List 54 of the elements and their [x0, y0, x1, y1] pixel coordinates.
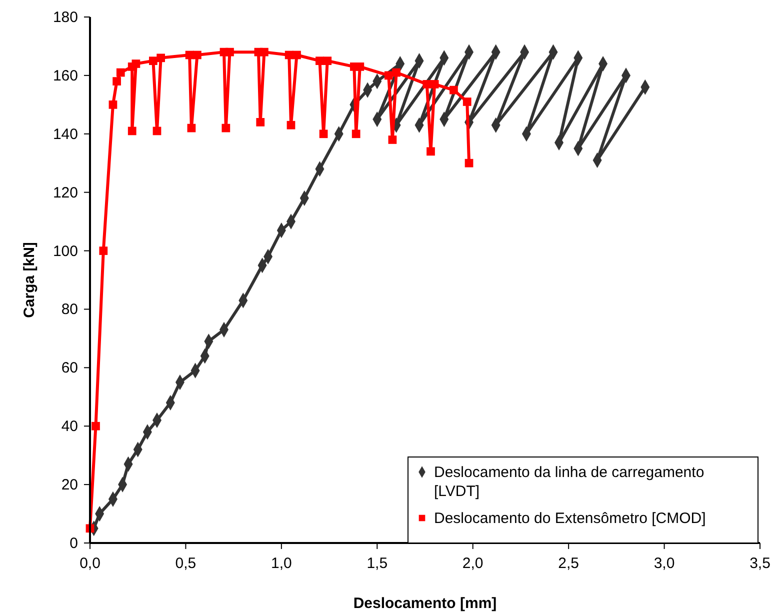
- point: [319, 130, 328, 138]
- point: [99, 246, 108, 255]
- point: [464, 158, 474, 168]
- point: [426, 147, 435, 156]
- y-tick-label: 180: [52, 9, 78, 26]
- point: [352, 130, 360, 138]
- x-tick-label: 1,5: [366, 555, 388, 572]
- point: [256, 118, 265, 126]
- point: [422, 80, 432, 88]
- y-tick-label: 100: [52, 242, 78, 260]
- point: [226, 48, 234, 56]
- y-tick-label: 80: [61, 301, 78, 318]
- point: [286, 120, 296, 130]
- point: [392, 68, 400, 77]
- point: [323, 56, 332, 66]
- point: [132, 60, 140, 68]
- legend-label: Deslocamento do Extensômetro [CMOD]: [434, 510, 706, 527]
- point: [450, 86, 458, 94]
- point: [316, 56, 324, 66]
- point: [116, 68, 125, 77]
- point: [112, 77, 121, 86]
- x-tick-label: 3,5: [750, 555, 770, 572]
- point: [156, 54, 166, 62]
- y-tick-label: 140: [52, 126, 78, 143]
- point: [430, 80, 439, 88]
- y-tick-label: 0: [70, 535, 78, 552]
- point: [152, 126, 162, 136]
- x-tick-label: 0,5: [175, 555, 196, 572]
- y-tick-label: 160: [52, 67, 78, 84]
- x-tick-label: 2,5: [558, 555, 579, 572]
- point: [356, 62, 364, 71]
- point: [148, 56, 158, 66]
- x-tick-label: 2,0: [462, 555, 484, 572]
- point: [384, 71, 393, 80]
- x-axis-title: Deslocamento [mm]: [353, 595, 497, 612]
- y-tick-label: 60: [61, 360, 78, 377]
- point: [222, 124, 230, 132]
- y-axis-title: Carga [kN]: [21, 242, 38, 318]
- point: [260, 48, 268, 56]
- y-tick-label: 40: [61, 418, 78, 436]
- point: [193, 50, 202, 60]
- x-tick-label: 3,0: [654, 555, 675, 572]
- point: [108, 100, 118, 109]
- x-tick-label: 0,0: [80, 555, 100, 572]
- y-tick-label: 120: [52, 184, 78, 202]
- point: [462, 98, 472, 106]
- point: [292, 50, 301, 60]
- legend-label: Deslocamento da linha de carregamento [LVDT]: [434, 464, 704, 500]
- point: [128, 126, 136, 136]
- y-tick-label: 20: [61, 476, 78, 494]
- x-tick-label: 1,0: [271, 555, 292, 572]
- point: [92, 422, 100, 430]
- point: [388, 136, 397, 144]
- point: [187, 124, 196, 132]
